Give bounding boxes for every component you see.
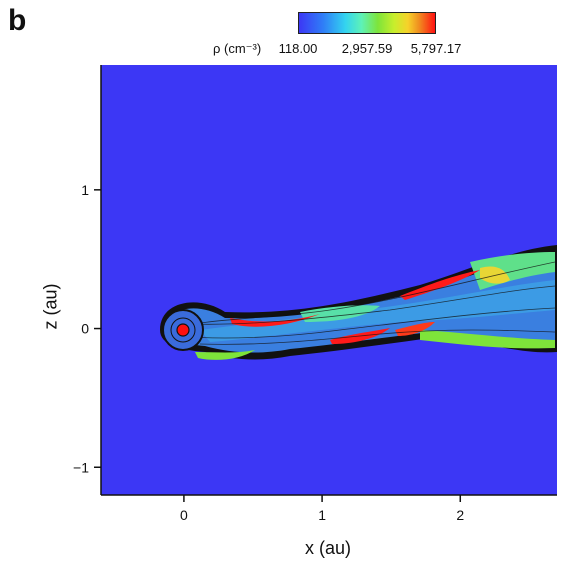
y-tick-label: 0: [81, 321, 89, 337]
panel-label: b: [8, 4, 27, 37]
y-tick-label: 1: [81, 182, 89, 198]
source-ring: [170, 317, 196, 343]
colorbar-label: ρ (cm⁻³): [213, 41, 262, 56]
tail-inner-flow: [200, 280, 555, 342]
x-tick-label: 0: [180, 507, 188, 523]
filament-green-lower: [420, 330, 555, 349]
x-axis-title: x (au): [305, 538, 352, 558]
y-ticks: −1 0 1: [73, 182, 101, 475]
contour-lines: [174, 261, 556, 345]
y-tick-label: −1: [73, 459, 89, 475]
colorbar-tick-min: 118.00: [278, 41, 318, 56]
colorbar-tick-mid: 2,957.59: [341, 41, 393, 56]
y-axis-title: z (au): [40, 283, 61, 330]
x-ticks: 0 1 2: [180, 495, 464, 523]
source-core: [176, 323, 190, 337]
colorbar: [298, 12, 436, 34]
x-tick-label: 2: [456, 507, 464, 523]
shock-red-upper: [230, 314, 320, 327]
x-tick-label: 1: [318, 507, 326, 523]
filament-green-head: [195, 350, 255, 360]
colorbar-tick-max: 5,797.17: [410, 41, 462, 56]
